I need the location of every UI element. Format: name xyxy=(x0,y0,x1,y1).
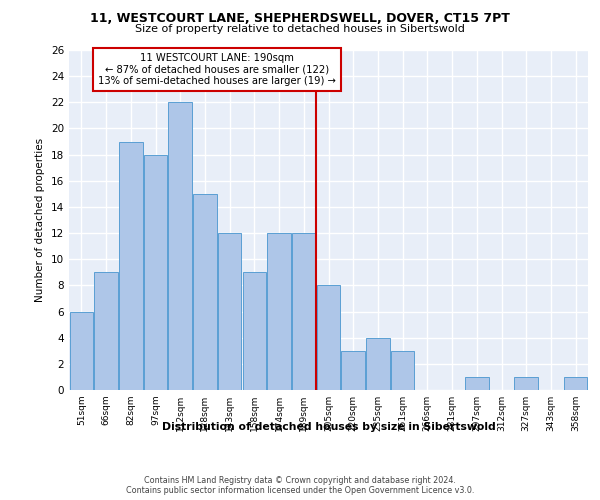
Text: Contains HM Land Registry data © Crown copyright and database right 2024.
Contai: Contains HM Land Registry data © Crown c… xyxy=(126,476,474,495)
Bar xyxy=(193,194,217,390)
Bar xyxy=(144,154,167,390)
Bar xyxy=(119,142,143,390)
Text: Distribution of detached houses by size in Sibertswold: Distribution of detached houses by size … xyxy=(162,422,496,432)
Bar xyxy=(70,312,93,390)
Bar xyxy=(292,233,316,390)
Bar xyxy=(341,351,365,390)
Text: Size of property relative to detached houses in Sibertswold: Size of property relative to detached ho… xyxy=(135,24,465,34)
Bar xyxy=(514,377,538,390)
Bar xyxy=(242,272,266,390)
Bar xyxy=(465,377,488,390)
Text: 11, WESTCOURT LANE, SHEPHERDSWELL, DOVER, CT15 7PT: 11, WESTCOURT LANE, SHEPHERDSWELL, DOVER… xyxy=(90,12,510,26)
Text: 11 WESTCOURT LANE: 190sqm
← 87% of detached houses are smaller (122)
13% of semi: 11 WESTCOURT LANE: 190sqm ← 87% of detac… xyxy=(98,52,336,86)
Bar xyxy=(391,351,415,390)
Y-axis label: Number of detached properties: Number of detached properties xyxy=(35,138,46,302)
Bar xyxy=(94,272,118,390)
Bar xyxy=(366,338,389,390)
Bar xyxy=(564,377,587,390)
Bar xyxy=(317,286,340,390)
Bar xyxy=(218,233,241,390)
Bar xyxy=(268,233,291,390)
Bar xyxy=(169,102,192,390)
